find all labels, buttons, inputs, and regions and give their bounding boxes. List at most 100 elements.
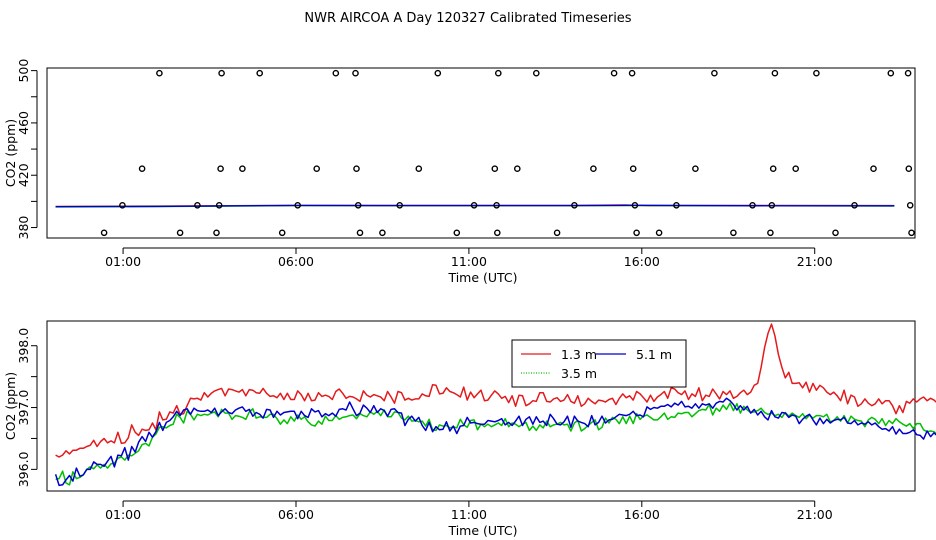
data-point: [633, 229, 640, 237]
data-point: [332, 69, 340, 77]
data-point: [628, 69, 636, 77]
data-point: [352, 69, 359, 77]
data-point: [792, 165, 800, 172]
chart-title: NWR AIRCOA A Day 120327 Calibrated Times…: [304, 11, 631, 26]
top-points: [100, 69, 915, 237]
data-point: [813, 69, 820, 77]
data-point: [870, 165, 877, 172]
bottom-x-tick-label: 06:00: [278, 507, 314, 522]
top-x-axis: 01:00 06:00 11:00 16:00 21:00: [105, 247, 833, 269]
bottom-x-tick-label: 11:00: [451, 507, 487, 522]
top-x-tick-label: 01:00: [105, 254, 141, 269]
data-point: [256, 69, 264, 77]
data-point: [610, 69, 618, 77]
data-point: [294, 201, 302, 209]
data-point: [415, 165, 423, 172]
top-y-tick-label: 420: [16, 163, 31, 187]
data-point: [749, 201, 756, 209]
data-point: [434, 69, 442, 77]
data-point: [470, 201, 478, 209]
top-lines: [55, 204, 895, 208]
data-point: [906, 201, 914, 209]
data-point: [194, 201, 201, 209]
data-point: [771, 69, 779, 77]
bottom-plot-area: [46, 320, 936, 492]
data-point: [769, 165, 777, 172]
legend: 1.3 m 3.5 m 5.1 m: [511, 339, 687, 388]
data-point: [514, 165, 521, 172]
data-point: [768, 201, 776, 209]
data-point: [100, 229, 108, 237]
data-point: [215, 201, 223, 209]
data-point: [493, 229, 501, 237]
bottom-x-tick-label: 16:00: [624, 507, 660, 522]
legend-box: [511, 339, 687, 388]
legend-label-1-3m: 1.3 m: [561, 347, 597, 362]
top-y-tick-label: 500: [16, 59, 31, 83]
data-point: [711, 69, 718, 77]
data-point: [138, 165, 146, 172]
top-y-tick-label: 460: [16, 111, 31, 135]
top-plot-area: [46, 67, 916, 239]
bottom-y-tick-label: 398.0: [16, 328, 31, 364]
series-line-3-5-m: [55, 402, 936, 486]
data-point: [851, 201, 858, 209]
data-point: [629, 165, 637, 172]
series-line-1-3-m: [55, 323, 936, 458]
data-point: [493, 201, 500, 209]
data-point: [832, 229, 839, 237]
bottom-y-axis: 396.0 397.0 398.0: [16, 328, 38, 487]
data-point: [887, 69, 895, 77]
data-point: [491, 165, 499, 172]
top-x-tick-label: 11:00: [451, 254, 487, 269]
data-point: [156, 69, 163, 77]
data-point: [176, 229, 184, 237]
series-line-5-1-m: [54, 397, 936, 487]
data-point: [396, 201, 404, 209]
top-y-axis: 380 420 460 500: [16, 59, 38, 240]
bottom-y-axis-label: CO2 (ppm): [3, 372, 18, 440]
top-panel: 01:00 06:00 11:00 16:00 21:00 380 420 460 500 T…: [3, 59, 916, 285]
data-point: [239, 165, 246, 172]
data-point: [218, 69, 225, 77]
data-point: [278, 229, 286, 237]
data-point: [767, 229, 774, 237]
bottom-plot-frame: [46, 320, 916, 492]
data-point: [571, 201, 578, 209]
data-point: [655, 229, 663, 237]
data-point: [313, 165, 321, 172]
top-x-tick-label: 21:00: [797, 254, 833, 269]
data-point: [631, 201, 639, 209]
top-x-tick-label: 16:00: [624, 254, 660, 269]
bottom-x-tick-label: 21:00: [797, 507, 833, 522]
data-point: [213, 229, 220, 237]
legend-label-3-5m: 3.5 m: [561, 366, 597, 381]
data-point: [533, 69, 540, 77]
data-point: [905, 165, 913, 172]
top-x-tick-label: 06:00: [278, 254, 314, 269]
top-x-axis-label: Time (UTC): [447, 270, 517, 285]
top-y-tick-label: 380: [16, 216, 31, 240]
data-point: [692, 165, 699, 172]
bottom-x-tick-label: 01:00: [105, 507, 141, 522]
bottom-series-lines: [54, 323, 936, 487]
bottom-y-tick-label: 397.0: [16, 390, 31, 426]
top-y-axis-label: CO2 (ppm): [3, 119, 18, 187]
legend-label-5-1m: 5.1 m: [636, 347, 672, 362]
data-point: [494, 69, 502, 77]
data-point: [353, 165, 360, 172]
bottom-panel: 01:00 06:00 11:00 16:00 21:00 396.0 397.0 398.…: [3, 320, 936, 538]
data-point: [354, 201, 362, 209]
data-point: [553, 229, 561, 237]
top-plot-frame: [46, 67, 916, 239]
data-point: [119, 201, 126, 209]
data-point: [356, 229, 364, 237]
data-point: [590, 165, 597, 172]
bottom-x-axis: 01:00 06:00 11:00 16:00 21:00: [105, 500, 833, 522]
bottom-y-tick-label: 396.0: [16, 451, 31, 487]
data-point: [908, 229, 915, 237]
data-point: [217, 165, 224, 172]
data-point: [730, 229, 737, 237]
data-point: [379, 229, 386, 237]
